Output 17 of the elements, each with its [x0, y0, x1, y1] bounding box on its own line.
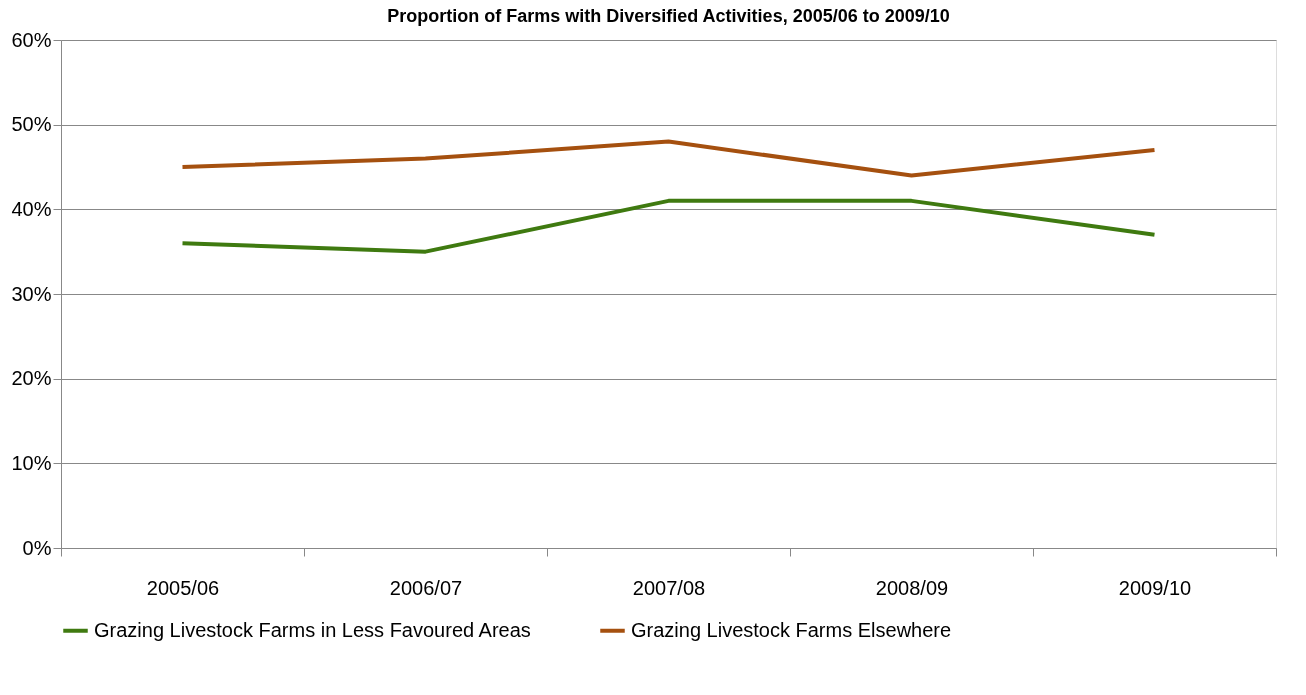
line-series [180, 139, 1157, 178]
x-tick-label: 2006/07 [389, 576, 463, 599]
y-tick-label: 60% [11, 28, 52, 51]
y-tick-label: 20% [11, 367, 52, 390]
chart-title: Proportion of Farms with Diversified Activities, 2005/06 to 2009/10 [387, 6, 950, 26]
legend-label: Grazing Livestock Farms in Less Favoured Areas [94, 618, 531, 641]
y-tick-label: 50% [11, 113, 52, 136]
x-tick-label: 2007/08 [632, 576, 706, 599]
line-series [180, 198, 1157, 254]
legend-label: Grazing Livestock Farms Elsewhere [631, 618, 952, 641]
x-tick-label: 2008/09 [875, 576, 949, 599]
y-tick-label: 0% [22, 536, 52, 559]
x-tick-label: 2009/10 [1118, 576, 1192, 599]
y-tick-label: 10% [11, 451, 52, 474]
y-tick-label: 30% [11, 282, 52, 305]
x-tick-label: 2005/06 [146, 576, 220, 599]
y-tick-label: 40% [11, 197, 52, 220]
